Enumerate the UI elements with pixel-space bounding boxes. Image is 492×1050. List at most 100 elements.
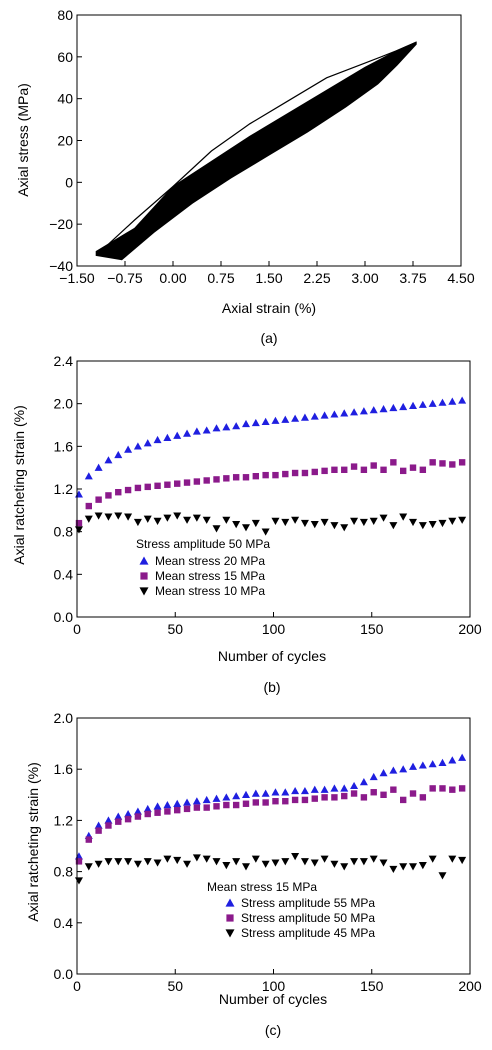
pc-ytick-label: 1.2 [54,812,74,828]
pb-point-series-0 [212,424,221,432]
pc-point-series-0 [389,766,398,774]
pc-point-series-1 [223,801,230,809]
pc-point-series-0 [350,781,359,790]
pb-ytick-label: 0.8 [54,524,74,540]
pc-point-series-1 [301,796,309,804]
pc-point-series-1 [105,822,112,829]
pb-legend-marker [139,587,149,596]
pb-point-series-1 [350,463,358,470]
pb-point-series-2 [261,528,270,536]
pc-point-series-0 [104,816,113,824]
pb-point-series-2 [251,519,260,528]
pb-point-series-1 [458,459,466,466]
pb-point-series-2 [359,518,368,527]
pb-point-series-1 [399,467,407,475]
panel-a-xticks: −1.50 −0.75 0.00 0.75 1.50 2.25 3.00 3.75 4.50 [59,261,475,286]
pc-point-series-2 [389,865,398,874]
pb-point-series-2 [310,521,319,529]
pc-ytick-label: 0.8 [54,864,74,880]
panel-b-legend-title: Stress amplitude 50 MPa [136,537,270,551]
pb-point-series-2 [104,513,113,521]
panel-a-yticks: −40 −20 0 20 40 60 80 [49,7,82,274]
pb-point-series-2 [153,517,162,525]
pa-xtick-label: 3.75 [399,270,426,286]
panel-c-yticks: 0.0 0.4 0.8 1.2 1.6 2.0 [54,710,82,982]
panel-b-yticks: 0.0 0.4 0.8 1.2 1.6 2.0 2.4 [54,353,82,625]
pc-xtick-label: 200 [458,978,482,994]
pc-point-series-0 [300,786,309,795]
pb-point-series-0 [359,407,368,415]
pa-ytick-label: 40 [57,91,73,107]
pc-point-series-0 [212,794,221,802]
pc-point-series-2 [84,863,93,871]
pc-point-series-0 [330,784,339,792]
pa-ytick-label: −20 [49,216,73,232]
pc-point-series-0 [418,761,427,769]
pc-point-series-2 [428,855,437,863]
pb-point-series-1 [85,502,92,510]
pb-point-series-1 [223,475,230,482]
pc-point-series-1 [232,801,240,809]
pb-point-series-0 [340,409,349,417]
pb-ytick-label: 0.4 [54,566,74,582]
pb-point-series-1 [134,484,142,492]
pc-xtick-label: 100 [262,978,286,994]
pb-point-series-0 [74,490,83,498]
pb-point-series-0 [104,456,113,464]
panel-c-xlabel: Number of cycles [219,991,327,1007]
pc-point-series-1 [370,789,377,796]
pb-point-series-2 [418,522,427,530]
pb-point-series-0 [271,416,280,424]
pc-point-series-0 [261,789,270,797]
pb-point-series-2 [143,515,152,523]
pc-point-series-0 [320,785,329,793]
panel-b-legend: Stress amplitude 50 MPa Mean stress 20 M… [136,537,270,598]
pb-legend-label: Mean stress 20 MPa [155,554,265,568]
pc-point-series-0 [114,812,123,820]
pc-ytick-label: 0.0 [54,966,74,982]
pa-ytick-label: 20 [57,133,73,149]
panel-a-label: (a) [260,330,277,346]
pb-point-series-0 [114,450,123,459]
pc-point-series-0 [438,758,447,766]
pa-ytick-label: −40 [49,258,73,274]
panel-b-plot-frame [76,360,471,618]
pb-xtick-label: 0 [73,621,81,637]
pc-point-series-1 [272,798,279,805]
pc-point-series-1 [282,798,289,805]
pc-ytick-label: 2.0 [54,710,74,726]
pb-point-series-1 [124,486,132,494]
pc-point-series-2 [438,872,447,880]
pb-point-series-0 [300,413,309,421]
panel-a: Axial stress (MPa) −40 −20 0 20 40 60 80 −1.50… [15,7,475,346]
panel-a-xlabel: Axial strain (%) [222,300,316,316]
pb-point-series-1 [272,471,279,479]
pb-point-series-2 [448,517,457,525]
pc-point-series-1 [203,804,210,811]
pc-point-series-2 [291,853,300,861]
pb-point-series-2 [291,516,300,524]
pc-point-series-2 [458,856,467,865]
pc-point-series-1 [144,810,151,818]
pa-xtick-label: 3.00 [351,270,378,286]
pb-point-series-0 [399,402,408,411]
pb-point-series-2 [192,514,201,522]
pc-legend-label: Stress amplitude 55 MPa [241,896,375,910]
pb-point-series-2 [163,514,172,522]
pb-point-series-0 [428,399,437,407]
pc-point-series-1 [291,796,299,804]
pc-point-series-2 [448,855,457,863]
pc-point-series-0 [448,756,457,764]
pc-point-series-2 [409,863,418,871]
pb-point-series-2 [320,518,329,527]
pb-xtick-label: 200 [458,621,482,637]
pb-point-series-1 [105,492,112,499]
pc-point-series-1 [350,790,358,797]
pb-point-series-0 [320,411,329,419]
pb-point-series-2 [438,519,447,528]
pb-point-series-0 [143,439,152,447]
pb-point-series-2 [458,516,467,524]
pc-point-series-1 [331,794,338,801]
pb-point-series-1 [213,476,220,483]
pb-point-series-1 [262,471,269,479]
